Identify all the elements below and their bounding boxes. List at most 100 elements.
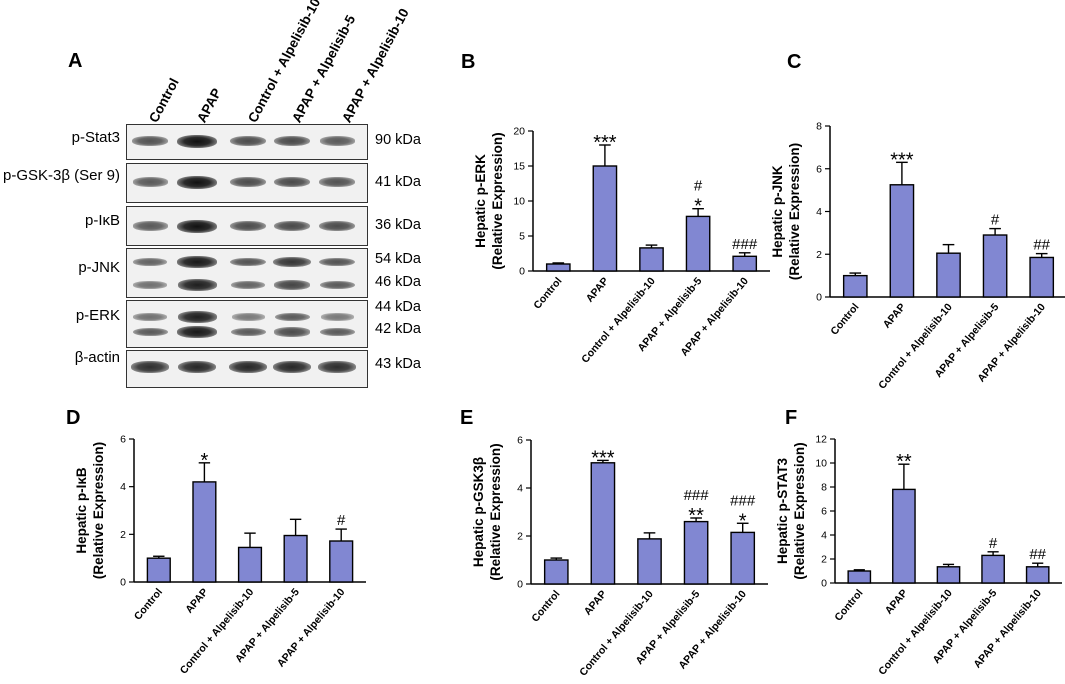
y-tick-label: 0	[519, 266, 525, 278]
y-tick-label: 20	[513, 126, 525, 138]
bar	[842, 274, 868, 298]
bar	[1029, 256, 1055, 298]
blot-band	[230, 280, 266, 290]
panel-letter-a: A	[68, 50, 83, 72]
blot-band	[133, 313, 167, 321]
blot-band	[230, 220, 266, 232]
y-axis-label: (Relative Expression)	[792, 442, 807, 579]
blot-band	[319, 136, 355, 146]
y-tick-label: 10	[815, 458, 827, 470]
protein-label: p-Stat3	[71, 129, 120, 146]
blot-band	[319, 327, 355, 337]
y-tick-label: 0	[120, 577, 126, 589]
bar	[889, 184, 915, 298]
category-label: APAP	[582, 588, 609, 617]
y-tick-label: 0	[821, 578, 827, 590]
blot-band	[274, 312, 310, 322]
blot-band	[273, 176, 311, 188]
panel-letter: E	[460, 407, 473, 429]
blot-band	[230, 135, 266, 147]
y-tick-label: 6	[821, 506, 827, 518]
category-label: Control	[832, 587, 865, 623]
y-tick-label: 2	[120, 529, 126, 541]
blot-band	[273, 280, 311, 290]
bar	[329, 540, 354, 583]
blot-band	[320, 313, 354, 321]
category-label: Control + Alpelisib-10	[876, 587, 955, 677]
panel-letter: D	[66, 407, 80, 429]
blot-band	[273, 135, 311, 147]
bar	[146, 557, 171, 583]
kda-label: 54 kDa	[375, 251, 421, 267]
y-tick-label: 4	[517, 483, 523, 495]
kda-label: 90 kDa	[375, 132, 421, 148]
y-axis-label: (Relative Expression)	[91, 442, 106, 579]
panel-letter: B	[461, 51, 475, 73]
panel-letter: F	[785, 407, 797, 429]
bar	[639, 247, 664, 272]
significance-marker: ###	[684, 487, 710, 504]
blot-band	[230, 176, 266, 188]
y-tick-label: 10	[513, 196, 525, 208]
blot-band	[177, 326, 217, 338]
y-axis-label: (Relative Expression)	[490, 132, 505, 269]
protein-label: p-GSK-3β (Ser 9)	[3, 167, 120, 184]
significance-marker: #	[337, 512, 346, 529]
bar	[590, 462, 616, 585]
blot-box	[126, 300, 368, 348]
significance-marker: *	[201, 450, 209, 472]
y-tick-label: 4	[816, 206, 822, 218]
chart-e: E 0 2 4 6 Hepatic p-GSK3β (Relative Expression…	[460, 407, 768, 679]
significance-marker: ***	[591, 447, 615, 469]
y-tick-label: 0	[816, 292, 822, 304]
bar	[637, 538, 662, 585]
chart-b: B 0 5 10 15 20 Hepatic p-ERK (Relative Expressi…	[461, 51, 770, 366]
significance-marker: *	[694, 196, 702, 218]
blot-band	[231, 313, 265, 321]
bar	[683, 520, 709, 585]
blot-band	[230, 327, 266, 337]
kda-label: 44 kDa	[375, 299, 421, 315]
significance-marker: #	[991, 212, 1000, 229]
blot-band	[318, 361, 356, 373]
bar	[543, 559, 569, 585]
blot-band	[132, 177, 168, 187]
blot-band	[228, 361, 268, 373]
blot-band	[177, 279, 217, 291]
blot-band	[132, 221, 168, 231]
category-label: APAP	[883, 587, 910, 616]
y-tick-label: 6	[517, 435, 523, 447]
bar	[982, 234, 1008, 298]
significance-marker: ##	[1029, 546, 1046, 563]
bar	[237, 546, 263, 583]
y-axis-label: Hepatic p-IκB	[74, 467, 89, 554]
blot-band	[319, 177, 355, 187]
blot-band	[177, 256, 217, 268]
y-tick-label: 6	[120, 434, 126, 446]
category-label: Control	[828, 301, 861, 337]
bar	[892, 488, 916, 584]
category-label: Control	[132, 586, 165, 622]
y-tick-label: 4	[821, 530, 827, 542]
chart-d: D 0 2 4 6 Hepatic p-IκB (Relative Expression) C…	[66, 407, 366, 677]
blot-band	[273, 220, 311, 232]
y-axis-label: Hepatic p-STAT3	[775, 458, 790, 565]
blot-band	[132, 327, 168, 337]
significance-marker: **	[688, 505, 704, 527]
blot-band	[177, 311, 217, 323]
chart-f: F 0 2 4 6 8 10 12 Hepatic p-STAT3 (Relative Expre…	[775, 407, 1062, 678]
y-tick-label: 0	[517, 579, 523, 591]
bar	[592, 165, 618, 272]
bar	[847, 570, 872, 584]
bar	[936, 252, 961, 298]
chart-c: C 0 2 4 6 8 Hepatic p-JNK (Relative Expression)…	[770, 51, 1065, 392]
y-tick-label: 2	[517, 531, 523, 543]
category-label: APAP	[584, 275, 611, 304]
kda-label: 42 kDa	[375, 321, 421, 337]
y-tick-label: 15	[513, 161, 525, 173]
y-tick-label: 2	[821, 554, 827, 566]
protein-label: p-IκB	[84, 212, 120, 229]
kda-label: 41 kDa	[375, 174, 421, 190]
y-tick-label: 8	[821, 482, 827, 494]
